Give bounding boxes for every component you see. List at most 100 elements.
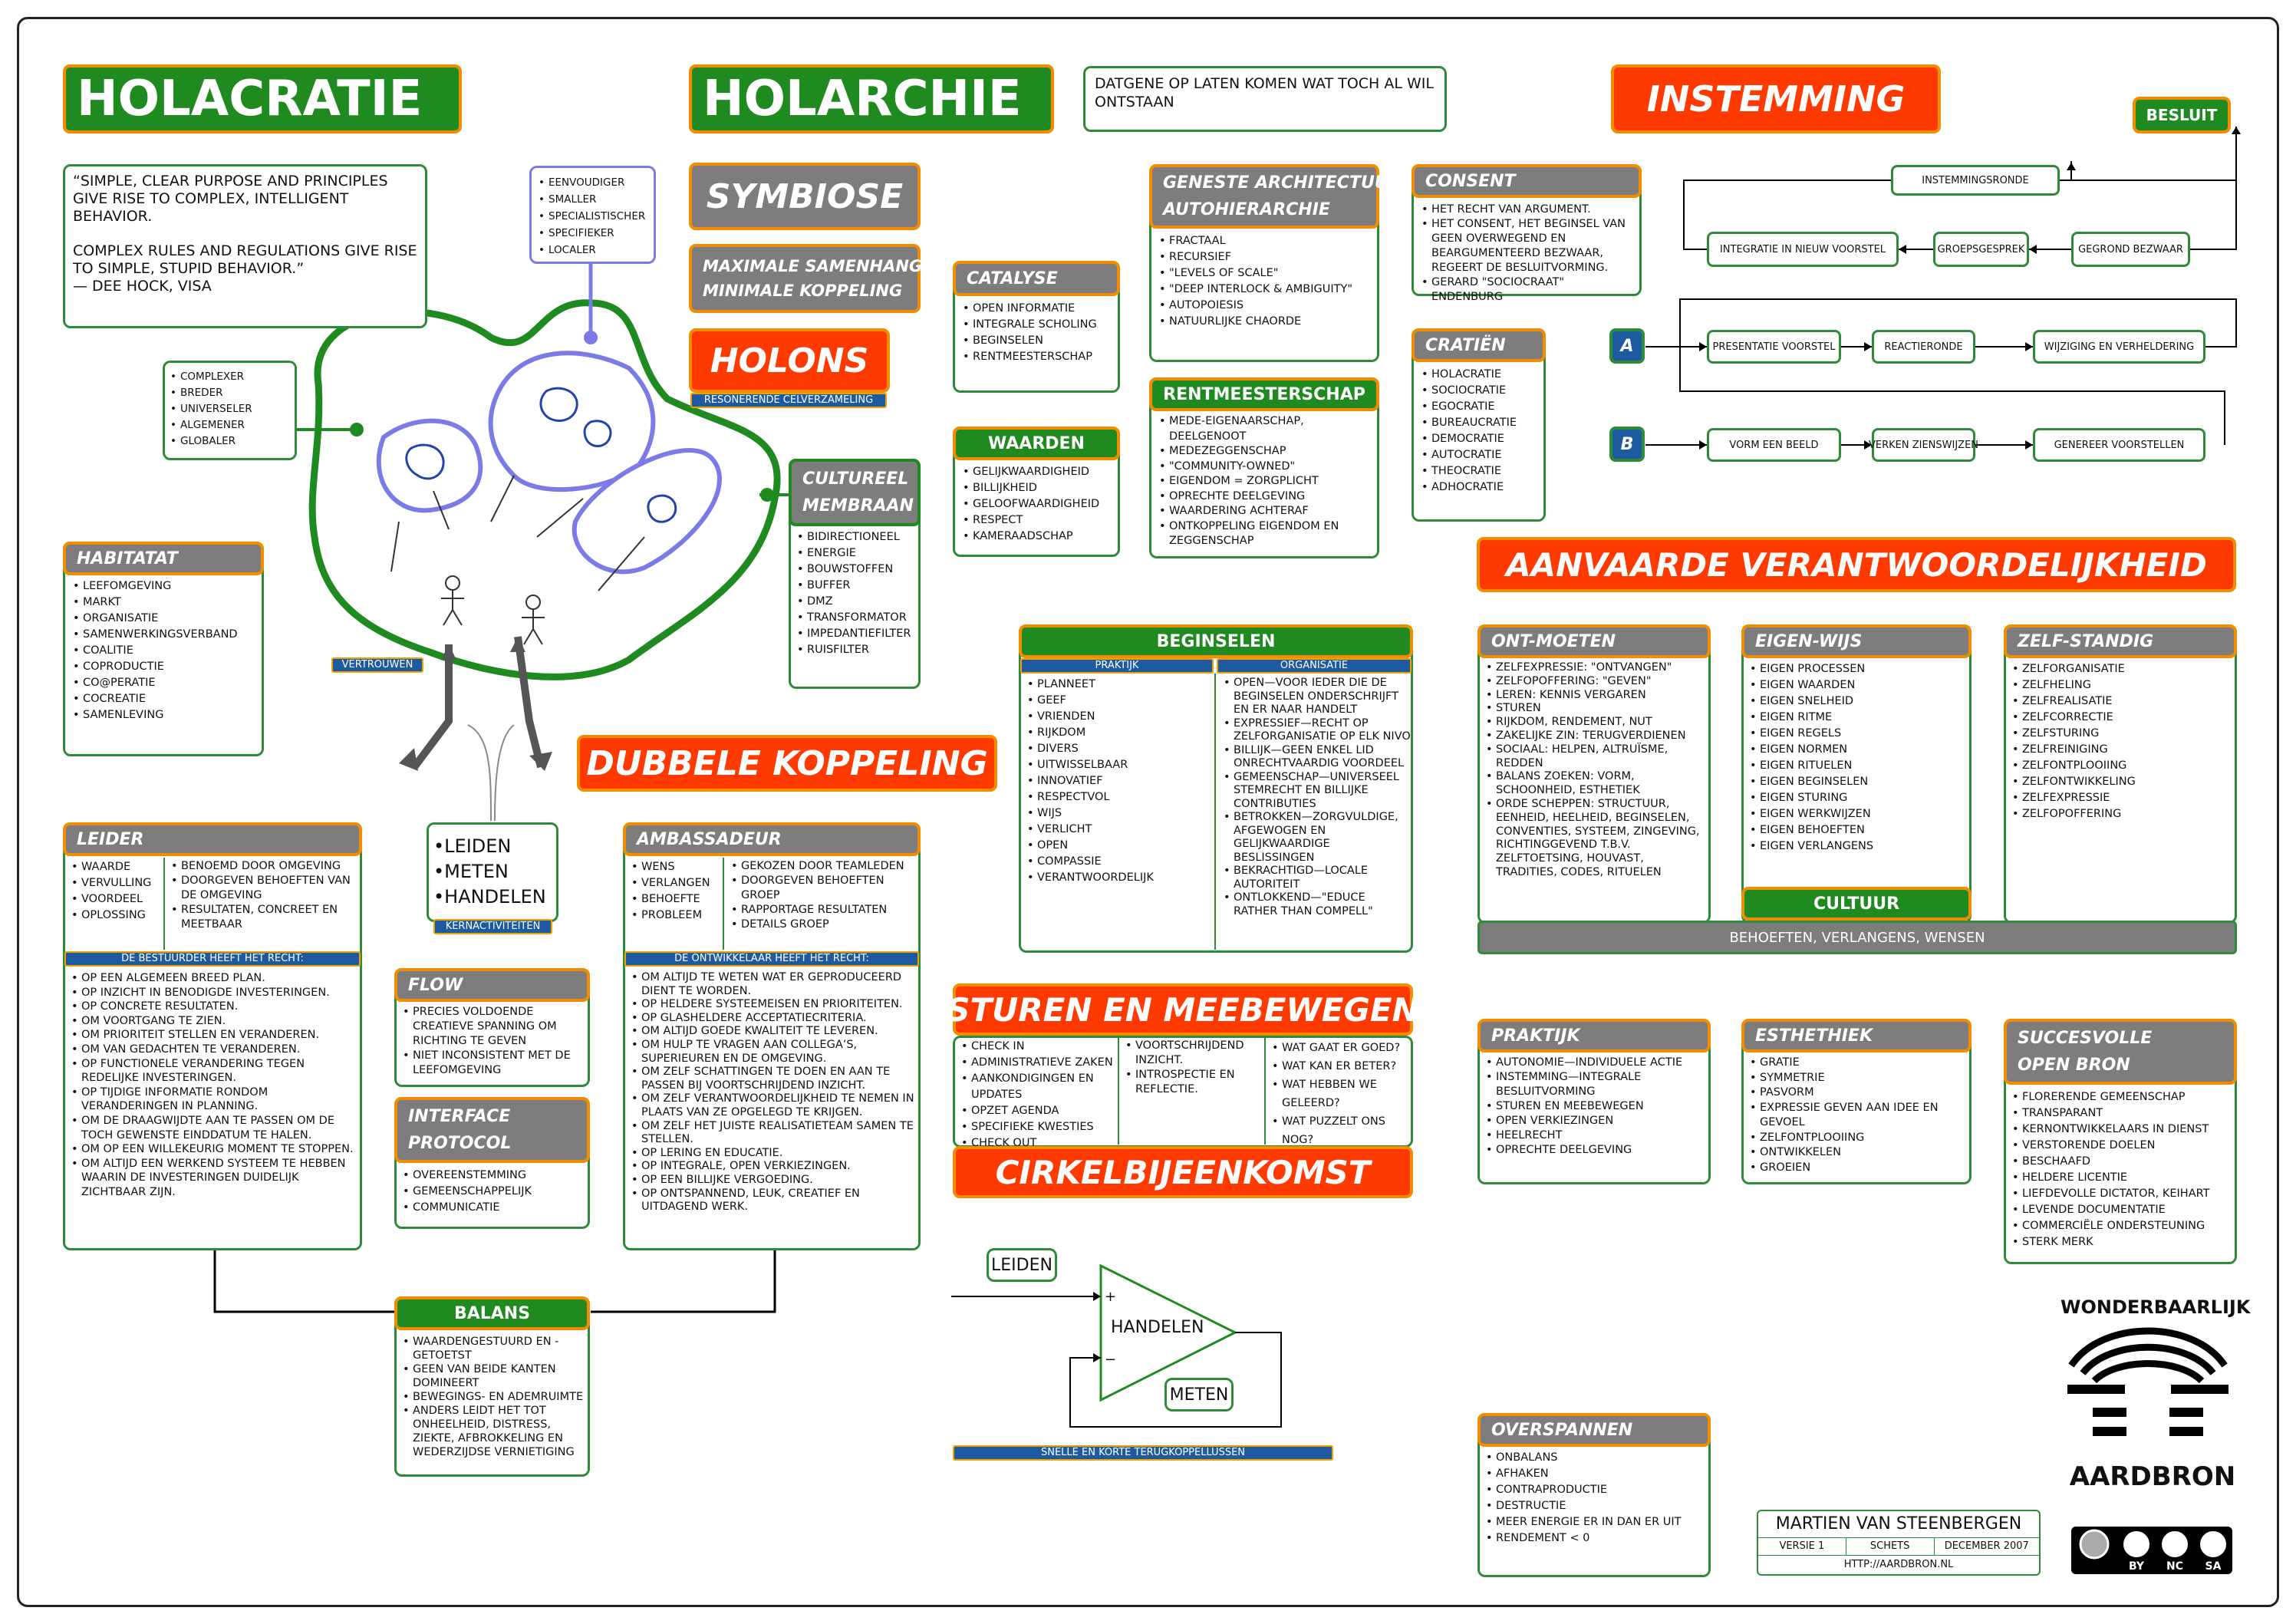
list-item: MEDE-EIGENAARSCHAP, DEELGENOOT — [1157, 414, 1375, 444]
verken-step: VERKEN ZIENSWIJZEN — [1869, 428, 1978, 462]
list-item: EIGEN VERLANGENS — [1748, 838, 1970, 855]
list-item: NIET INCONSISTENT MET DE LEEFOMGEVING — [400, 1049, 588, 1078]
list-item: ZELFORGANISATIE — [2010, 661, 2234, 677]
loop-leiden: LEIDEN — [987, 1248, 1057, 1282]
list-item: RENDEMENT < 0 — [1484, 1530, 1708, 1547]
list-item: GEMEENSCHAPPELIJK — [400, 1184, 588, 1200]
gegrond-step: GEGROND BEZWAAR — [2071, 232, 2190, 267]
presentatie-step: PRESENTATIE VOORSTEL — [1707, 330, 1841, 364]
loop-minus: − — [1105, 1352, 1117, 1368]
list-item: COPRODUCTIE — [71, 659, 262, 675]
list-item: ZELFREINIGING — [2010, 742, 2234, 758]
list-item: HET RECHT VAN ARGUMENT. — [1419, 203, 1638, 217]
list-item: ONTKOPPELING EIGENDOM EN ZEGGENSCHAP — [1157, 519, 1375, 549]
list-item: OPEN VERKIEZINGEN — [1484, 1114, 1708, 1128]
list-item: ZELFOPOFFERING: "GEVEN" — [1484, 675, 1708, 689]
rentmeester-title: RENTMEESTERSCHAP — [1149, 377, 1379, 411]
list-item: BETROKKEN—ZORGVULDIGE, AFGEWOGEN EN GELI… — [1221, 811, 1412, 865]
list-item: STUREN EN MEEBEWEGEN — [1484, 1099, 1708, 1114]
list-item: RAPPORTAGE RESULTATEN — [729, 903, 919, 917]
list-item: WIJS — [1025, 805, 1209, 822]
list-item: ONBALANS — [1484, 1450, 1708, 1466]
interface-title-2: PROTOCOL — [408, 1134, 512, 1153]
list-item: ZELFONTPLOOIING — [1748, 1131, 1970, 1146]
list-item: SMALLER — [536, 191, 649, 208]
list-item: WENS — [629, 859, 725, 875]
list-item: "LEVELS OF SCALE" — [1157, 265, 1375, 282]
list-item: EIGEN SNELHEID — [1748, 693, 1970, 710]
list-item: EIGENDOM = ZORGPLICHT — [1157, 474, 1375, 489]
route-a-badge: A — [1609, 328, 1645, 364]
list-item: SAMENLEVING — [71, 707, 262, 723]
sturen-divider-2 — [1264, 1036, 1266, 1145]
list-item: OM ALTIJD EEN WERKEND SYSTEEM TE HEBBEN … — [69, 1157, 359, 1200]
sturen-list-2: VOORTSCHRIJDEND INZICHT.INTROSPECTIE EN … — [1123, 1039, 1261, 1097]
esthetiek-list: GRATIESYMMETRIEPASVORMEXPRESSIE GEVEN AA… — [1748, 1056, 1970, 1175]
list-item: SPECIFIEKER — [536, 225, 649, 242]
list-item: OP ONTSPANNEND, LEUK, CREATIEF EN UITDAG… — [629, 1188, 917, 1214]
quote-author: — DEE HOCK, VISA — [73, 278, 212, 295]
quote-line-1: “SIMPLE, CLEAR PURPOSE AND PRINCIPLES GI… — [73, 173, 388, 225]
beginselen-divider — [1214, 674, 1216, 950]
list-item: ZELFSTURING — [2010, 726, 2234, 742]
title-symbiose: SYMBIOSE — [689, 163, 921, 230]
list-item: RESPECT — [960, 512, 1118, 529]
list-item: BIDIRECTIONEEL — [795, 529, 917, 545]
leider-left-list: WAARDEVERVULLINGVOORDEELOPLOSSING — [69, 859, 165, 924]
list-item: OP HELDERE SYSTEEMEISEN EN PRIORITEITEN. — [629, 998, 917, 1012]
list-item: PASVORM — [1748, 1085, 1970, 1101]
list-item: EIGEN WERKWIJZEN — [1748, 806, 1970, 822]
list-item: DETAILS GROEP — [729, 917, 919, 932]
succes-title-1: SUCCESVOLLE — [2018, 1029, 2153, 1048]
list-item: COMPLEXER — [168, 369, 292, 385]
list-item: RENTMEESTERSCHAP — [960, 349, 1118, 365]
list-item: OP CONCRETE RESULTATEN. — [69, 1000, 359, 1014]
kern-leiden: •LEIDEN — [433, 835, 512, 857]
list-item: FLORERENDE GEMEENSCHAP — [2010, 1089, 2234, 1105]
geneste-title-2: AUTOHIERARCHIE — [1163, 200, 1330, 219]
list-item: OM ALTIJD GOEDE KWALITEIT TE LEVEREN. — [629, 1025, 917, 1039]
cultureel-title-1: CULTUREEL — [802, 469, 909, 489]
list-item: GERARD "SOCIOCRAAT" ENDENBURG — [1419, 275, 1638, 305]
leider-right-list: BENOEMD DOOR OMGEVINGDOORGEVEN BEHOEFTEN… — [169, 859, 361, 932]
praktijk-list: AUTONOMIE—INDIVIDUELE ACTIEINSTEMMING—IN… — [1484, 1056, 1708, 1158]
list-item: ADHOCRATIE — [1419, 479, 1542, 496]
list-item: MEER ENERGIE ER IN DAN ER UIT — [1484, 1514, 1708, 1530]
habitat-list: LEEFOMGEVINGMARKTORGANISATIESAMENWERKING… — [71, 578, 262, 723]
list-item: HOLACRATIE — [1419, 367, 1542, 383]
title-aanvaarde: AANVAARDE VERANTWOORDELIJKHEID — [1477, 537, 2236, 592]
list-item: OP INZICHT IN BENODIGDE INVESTERINGEN. — [69, 986, 359, 1000]
vorm-step: VORM EEN BEELD — [1707, 428, 1841, 462]
list-item: "COMMUNITY-OWNED" — [1157, 460, 1375, 475]
eenvoud-box: EENVOUDIGERSMALLERSPECIALISTISCHERSPECIF… — [529, 166, 656, 264]
list-item: GEMEENSCHAP—UNIVERSEEL STEMRECHT EN BILL… — [1221, 771, 1412, 812]
list-item: STUREN — [1484, 702, 1708, 716]
list-item: OM HULP TE VRAGEN AAN COLLEGA’S, SUPERIE… — [629, 1039, 917, 1066]
beginselen-praktijk-list: PLANNEETGEEFVRIENDENRIJKDOMDIVERSUITWISS… — [1025, 677, 1209, 886]
geneste-title: GENESTE ARCHITECTUUR AUTOHIERARCHIE — [1149, 164, 1402, 229]
list-item: GEEN VAN BEIDE KANTEN DOMINEERT — [400, 1362, 588, 1390]
list-item: FRACTAAL — [1157, 233, 1375, 249]
zelfstandig-title: ZELF-STANDIG — [2004, 624, 2237, 658]
ambass-rights-tag: DE ONTWIKKELAAR HEEFT HET RECHT: — [624, 951, 919, 967]
list-item: SPECIALISTISCHER — [536, 208, 649, 225]
list-item: OM VAN GEDACHTEN TE VERANDEREN. — [69, 1043, 359, 1057]
author-datum: DECEMBER 2007 — [1944, 1540, 2029, 1552]
list-item: VOORTSCHRIJDEND INZICHT. — [1123, 1039, 1261, 1068]
list-item: HELDERE LICENTIE — [2010, 1170, 2234, 1186]
list-item: EXPRESSIE GEVEN AAN IDEE EN GEVOEL — [1748, 1101, 1970, 1131]
beginselen-organisatie-list: OPEN—VOOR IEDER DIE DE BEGINSELEN ONDERS… — [1221, 677, 1412, 918]
leider-divider — [163, 858, 165, 950]
list-item: COMMUNICATIE — [400, 1200, 588, 1216]
list-item: VERSTORENDE DOELEN — [2010, 1138, 2234, 1154]
list-item: INNOVATIEF — [1025, 773, 1209, 789]
list-item: LEVENDE DOCUMENTATIE — [2010, 1202, 2234, 1218]
cc-sa-label: SA — [2205, 1560, 2222, 1573]
list-item: OM ZELF VERANTWOORDELIJKHEID TE NEMEN IN… — [629, 1092, 917, 1119]
quote-box: “SIMPLE, CLEAR PURPOSE AND PRINCIPLES GI… — [63, 164, 427, 328]
author-url[interactable]: HTTP://AARDBRON.NL — [1843, 1559, 1954, 1570]
list-item: ZELFONTWIKKELING — [2010, 774, 2234, 790]
list-item: DEMOCRATIE — [1419, 431, 1542, 447]
list-item: CHECK IN — [959, 1039, 1116, 1055]
praktijk-title: PRAKTIJK — [1477, 1019, 1711, 1052]
